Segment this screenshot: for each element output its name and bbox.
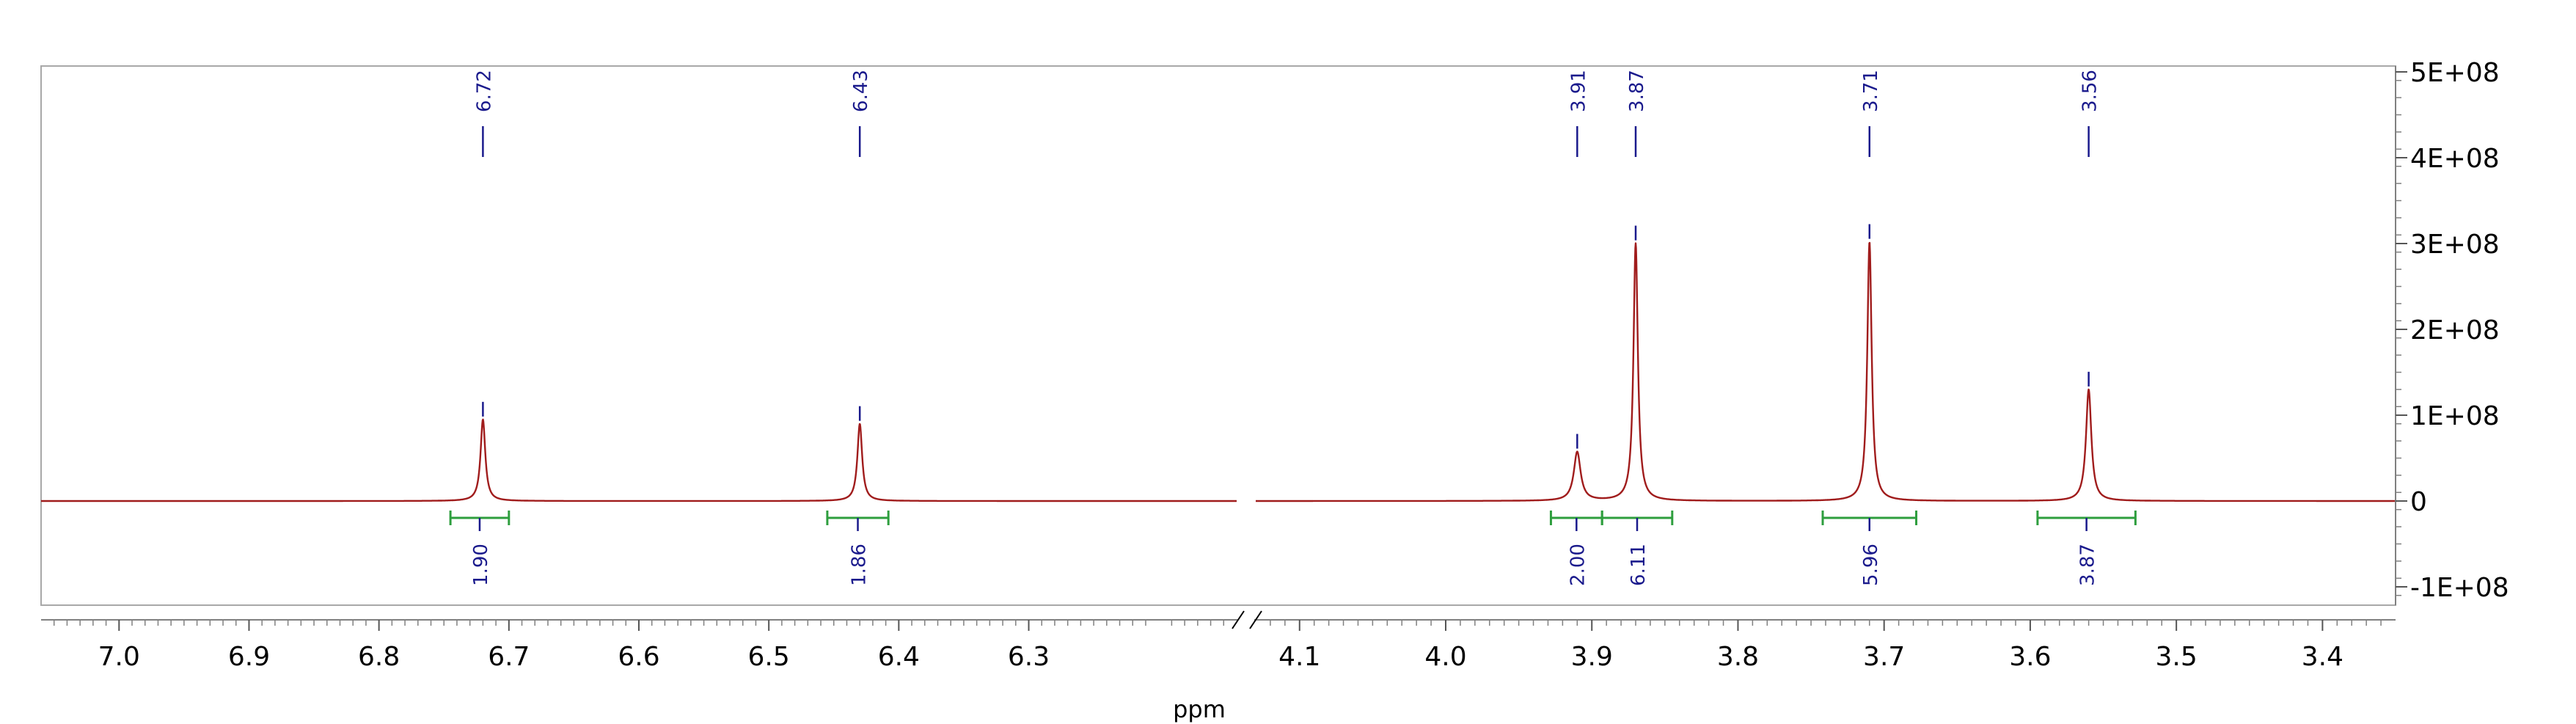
x-tick-label: 6.4: [878, 642, 920, 672]
x-tick-label: 6.3: [1008, 642, 1050, 672]
x-tick-label: 3.5: [2156, 642, 2198, 672]
x-tick-label: 4.0: [1424, 642, 1466, 672]
x-tick-label: 4.1: [1278, 642, 1320, 672]
integral-value-label: 2.00: [1567, 544, 1589, 586]
peak-label: 6.72: [473, 70, 495, 112]
peak-label: 3.87: [1626, 70, 1648, 112]
plot-frame: [40, 65, 2396, 606]
x-tick-label: 3.8: [1717, 642, 1759, 672]
integral-bracket: 3.87: [2036, 511, 2137, 586]
peak-label-layer: 6.72 6.43 3.91 3.87 3.71 3.56: [473, 70, 2101, 449]
integral-bracket: 1.86: [826, 511, 890, 586]
x-tick-label: 3.4: [2302, 642, 2343, 672]
integral-bracket: 5.96: [1821, 511, 1918, 586]
y-tick-label: 2E+08: [2410, 315, 2500, 345]
spectrum-line-segment-2: [1255, 241, 2396, 502]
x-tick-label: 6.5: [748, 642, 790, 672]
spectrum-line-segment-1: [40, 418, 1237, 502]
integral-value-label: 1.86: [849, 544, 871, 586]
integral-value-label: 6.11: [1628, 544, 1650, 586]
integral-value-label: 3.87: [2077, 544, 2099, 586]
x-tick-label: 6.7: [488, 642, 530, 672]
x-tick-label: 6.8: [358, 642, 400, 672]
x-axis-title: ppm: [1173, 695, 1226, 723]
peak-label: 3.91: [1567, 70, 1589, 112]
axis-break-mark-left: [1232, 610, 1245, 629]
y-tick-label: 5E+08: [2410, 58, 2500, 88]
y-tick-label: 0: [2410, 487, 2427, 517]
spectrum-layer: [40, 241, 2396, 502]
integral-bracket: 6.11: [1600, 511, 1674, 586]
y-tick-label: 4E+08: [2410, 144, 2500, 174]
integral-bracket: 2.00: [1549, 511, 1603, 586]
y-tick-label: 3E+08: [2410, 230, 2500, 260]
y-tick-label: -1E+08: [2410, 573, 2509, 603]
integral-bracket: 1.90: [449, 511, 511, 586]
axis-break-mark-right: [1249, 610, 1262, 629]
x-tick-label: 3.7: [1863, 642, 1905, 672]
peak-label: 3.71: [1860, 70, 1882, 112]
x-tick-label: 3.9: [1571, 642, 1613, 672]
x-tick-label: 6.6: [618, 642, 659, 672]
peak-label: 3.56: [2079, 70, 2101, 112]
x-tick-label: 3.6: [2009, 642, 2051, 672]
x-tick-label: 7.0: [98, 642, 140, 672]
integral-value-label: 5.96: [1860, 544, 1882, 586]
integral-value-label: 1.90: [470, 544, 492, 586]
axes-layer: 7.0 6.9 6.8 6.7 6.6 6.5 6.4 6.3 4.1 4.0 3.9 3.8 3.7 3…: [41, 58, 2509, 672]
y-tick-label: 1E+08: [2410, 401, 2500, 431]
integral-layer: 1.90 1.86 2.00 6.11 5.96 3.87: [449, 511, 2137, 586]
peak-label: 6.43: [850, 70, 872, 112]
x-tick-label: 6.9: [228, 642, 270, 672]
